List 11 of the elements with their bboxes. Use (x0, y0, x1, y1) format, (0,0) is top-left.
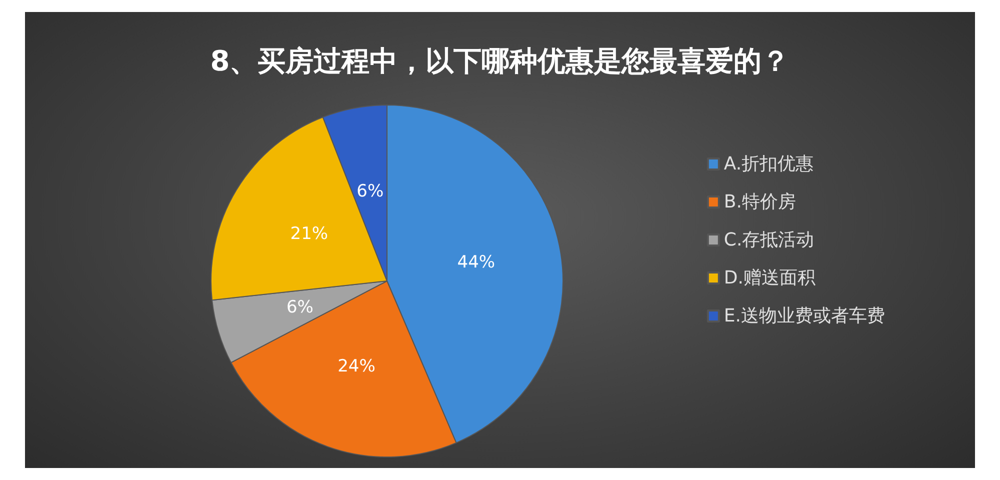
data-label: 24% (338, 356, 376, 377)
legend-label: C.存抵活动 (724, 230, 814, 250)
data-label: 44% (457, 252, 496, 273)
legend-label: B.特价房 (724, 192, 796, 212)
chart-title: 8、买房过程中，以下哪种优惠是您最喜爱的？ (210, 44, 790, 78)
data-label: 6% (286, 298, 314, 318)
data-label: 6% (356, 182, 384, 202)
legend-label: E.送物业费或者车费 (724, 306, 886, 326)
data-label: 21% (290, 224, 328, 244)
legend-label: A.折扣优惠 (724, 154, 814, 174)
legend-label: D.赠送面积 (724, 268, 816, 288)
